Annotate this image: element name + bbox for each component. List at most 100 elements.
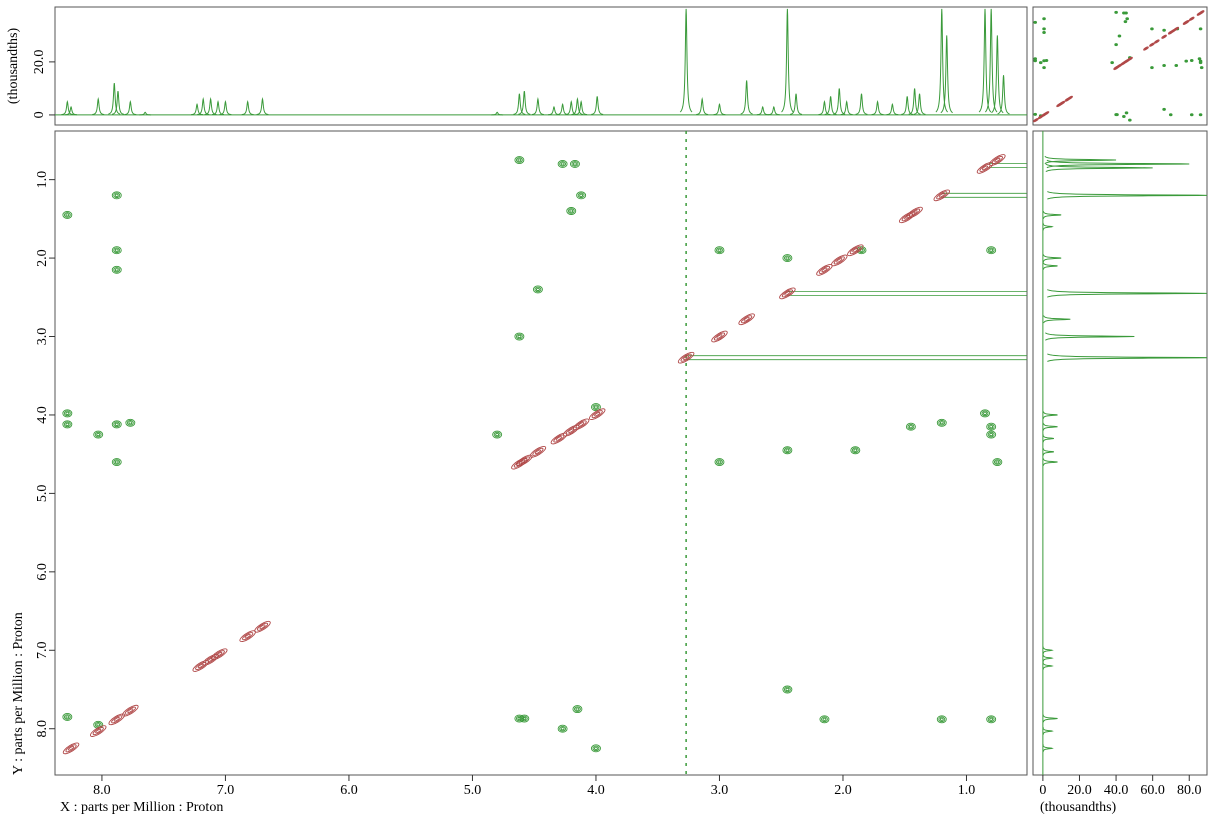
thumbnail-frame [1032,6,1208,126]
diagonal-peak-contour [1155,40,1159,43]
diagonal-peak-contour [588,408,606,421]
top-peak [767,105,780,116]
cross-peak-contour [96,723,101,727]
diagonal-peak-contour [936,191,948,200]
cross-peak-contour [114,268,119,272]
diagonal-peak-contour [68,746,75,751]
cross-peak [1197,57,1202,61]
cross-peak-contour [714,246,725,255]
right-peak [1042,744,1054,753]
diagonal-peak [738,313,755,326]
cross-peak [936,715,947,724]
cross-peak-contour [569,209,574,213]
cross-peak-contour [557,159,568,168]
cross-peak-contour [1125,12,1127,14]
diagonal-peak-contour [1034,119,1038,122]
diagonal-peak [711,330,728,343]
diagonal-peak-contour [92,727,104,736]
top-peak [571,97,584,115]
diagonal-peak-contour [594,411,601,417]
cross-peak [111,246,122,255]
diagonal-peak [1059,100,1066,105]
y-tick-label: 2.0 [35,249,50,267]
cross-peak [1198,61,1203,65]
right-peak [1047,191,1207,200]
diagonal-peak-contour [933,189,951,202]
diagonal-peak-contour [242,632,254,641]
cross-peak-contour [785,687,790,692]
cross-peak-contour [717,460,722,464]
cross-peak [1162,28,1166,32]
cross-peak [782,685,793,694]
diagonal-peak-contour [816,263,833,276]
cross-peak [1198,27,1203,31]
cross-peak [62,409,73,418]
top-peak [108,83,121,115]
cross-peak [591,403,601,412]
cross-peak-contour [517,716,522,721]
cross-peak-contour [853,448,858,452]
top-peak [256,97,269,115]
diagonal-peak [1173,26,1180,31]
cross-peak [1114,43,1118,47]
cross-peak-contour [716,459,723,465]
cross-peak-contour [1126,17,1129,20]
cross-peak-contour [716,247,723,253]
cross-peak [1125,17,1129,21]
cross-peak-contour [592,404,600,410]
diagonal-peak-contour [677,351,695,364]
cross-peak-contour [1039,61,1042,64]
cross-peak-contour [1190,113,1193,116]
right-peak [1042,654,1054,662]
diagonal-peak [677,351,695,364]
diagonal-peak-contour [591,410,603,419]
cross-peak-contour [714,458,725,466]
t2-ridge [686,355,1027,361]
cross-peak-contour [819,715,830,724]
diagonal-peak-contour [833,256,845,265]
cross-peak-contour [717,248,722,252]
cross-peak-contour [575,707,580,711]
cross-peak-contour [905,422,916,431]
diagonal-peak [192,660,209,672]
cross-peak-contour [1118,35,1121,37]
cross-peak [111,420,122,429]
cross-peak-contour [1128,119,1131,121]
top-peak [65,105,78,116]
right-peak [1044,155,1117,165]
diagonal-peak-contour [1185,20,1189,23]
cross-peak [850,446,861,455]
cross-peak-contour [579,193,584,197]
cross-peak [125,418,136,427]
top-peak [556,102,569,116]
diagonal-peak-contour [239,630,256,643]
top-peak [124,100,137,116]
cross-peak-contour [907,423,915,430]
cross-peak [782,254,793,263]
cross-peak [557,159,568,168]
cross-peak [1124,111,1129,115]
cross-peak-contour [517,158,522,162]
diagonal-peak [108,713,125,726]
cross-peak-contour [574,706,581,712]
x-tick-label: 1.0 [958,783,976,798]
cross-peak-contour [62,420,73,429]
diagonal-peak-contour [254,620,271,633]
diagonal-peak-contour [781,289,793,298]
cross-peak-contour [986,422,997,431]
cross-peak-contour [1043,59,1045,62]
diagonal-peak-contour [683,355,690,360]
diagonal-peak [1184,19,1190,25]
x-tick-label: 6.0 [340,783,358,798]
top-peak [908,88,921,115]
top-peak [818,100,831,116]
cross-peak-contour [111,420,122,429]
cross-peak [62,713,73,721]
cross-peak [1117,34,1122,38]
cross-peak-contour [938,716,946,723]
diagonal-peak-contour [818,265,831,274]
diagonal-peak-contour [213,650,225,659]
cross-peak [591,744,601,753]
top-peak [901,96,914,115]
x-tick-label: 40.0 [1104,783,1129,798]
